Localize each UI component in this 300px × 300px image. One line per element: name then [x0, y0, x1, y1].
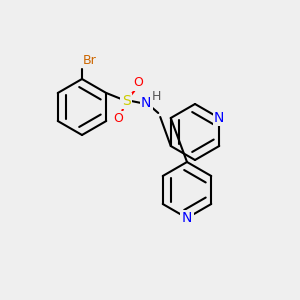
- Text: O: O: [133, 76, 143, 89]
- Text: O: O: [113, 112, 123, 125]
- Text: Br: Br: [83, 53, 97, 67]
- Text: S: S: [122, 94, 130, 108]
- Text: N: N: [182, 211, 192, 225]
- Text: N: N: [141, 96, 152, 110]
- Text: H: H: [152, 91, 161, 103]
- Text: N: N: [214, 111, 224, 125]
